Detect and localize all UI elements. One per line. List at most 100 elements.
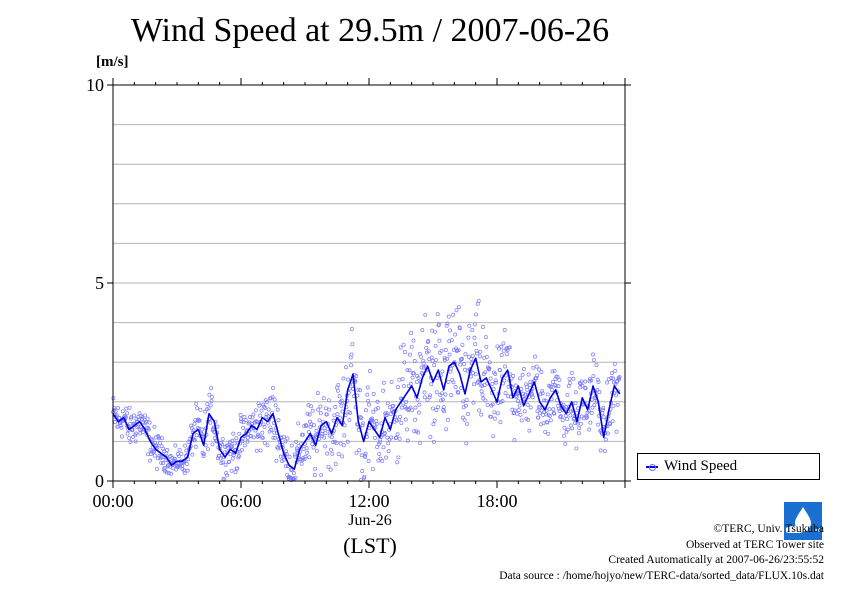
scatter-point [150, 438, 155, 443]
scatter-point [398, 414, 403, 419]
scatter-point [533, 354, 537, 359]
scatter-point [127, 405, 132, 410]
scatter-point [220, 442, 225, 447]
scatter-point [557, 409, 562, 414]
scatter-point [314, 448, 319, 453]
scatter-point [222, 450, 227, 455]
scatter-point [183, 443, 188, 448]
scatter-point [464, 397, 469, 402]
scatter-point [177, 447, 182, 452]
scatter-point [565, 392, 570, 397]
scatter-point [370, 416, 374, 421]
scatter-point [146, 427, 151, 432]
scatter-point [501, 348, 506, 353]
scatter-point [407, 368, 412, 373]
chart-title: Wind Speed at 29.5m / 2007-06-26 [130, 12, 610, 49]
scatter-point [338, 441, 343, 446]
scatter-point [493, 378, 498, 383]
scatter-point [167, 454, 172, 459]
scatter-point [272, 430, 277, 435]
scatter-point [326, 398, 331, 403]
scatter-point [362, 474, 367, 479]
scatter-point [371, 409, 376, 414]
scatter-point [493, 371, 498, 376]
scatter-point [488, 376, 493, 381]
scatter-point [534, 364, 539, 369]
x-axis-date-label: Jun-26 [348, 512, 392, 529]
scatter-point [396, 385, 400, 390]
scatter-point [245, 435, 250, 440]
scatter-point [571, 376, 576, 381]
scatter-point [239, 419, 244, 424]
scatter-point [502, 328, 507, 332]
scatter-point [189, 423, 194, 428]
scatter-point [480, 325, 485, 329]
scatter-point [518, 376, 522, 381]
scatter-point [340, 454, 345, 459]
scatter-point [601, 406, 606, 410]
scatter-point [256, 401, 261, 406]
scatter-point [561, 402, 566, 407]
scatter-point [376, 458, 381, 463]
scatter-point [395, 460, 400, 465]
scatter-point [201, 452, 206, 457]
scatter-point [323, 444, 328, 449]
scatter-point [359, 416, 364, 421]
scatter-point [231, 431, 236, 436]
scatter-point [365, 392, 370, 397]
scatter-point [157, 441, 162, 446]
scatter-point [445, 417, 450, 422]
scatter-point [262, 424, 267, 429]
scatter-point [374, 421, 379, 426]
y-tick-label: 0 [95, 471, 104, 491]
scatter-point [448, 328, 453, 333]
scatter-point [416, 410, 421, 415]
scatter-point [442, 355, 447, 360]
scatter-point [600, 411, 605, 416]
scatter-point [444, 323, 449, 328]
scatter-point [261, 402, 266, 407]
scatter-point [440, 369, 445, 374]
scatter-point [190, 452, 195, 457]
scatter-point [580, 383, 585, 388]
scatter-point [545, 392, 550, 397]
scatter-point [394, 418, 399, 423]
scatter-point [485, 402, 490, 407]
scatter-point [547, 413, 552, 418]
scatter-point [409, 331, 414, 335]
scatter-point [609, 376, 614, 380]
scatter-point [424, 345, 429, 350]
scatter-point [318, 404, 323, 409]
scatter-point [337, 394, 342, 399]
scatter-point [310, 442, 315, 447]
scatter-point [567, 376, 572, 381]
scatter-point [324, 412, 329, 417]
scatter-point [231, 453, 236, 457]
scatter-point [358, 415, 363, 420]
scatter-point [555, 374, 560, 379]
scatter-point [173, 443, 178, 448]
scatter-point [432, 418, 437, 423]
scatter-point [210, 394, 214, 399]
scatter-point [589, 378, 594, 383]
scatter-point [384, 455, 389, 460]
scatter-point [275, 407, 280, 412]
scatter-point [341, 376, 346, 381]
scatter-point [447, 352, 452, 357]
scatter-point [326, 464, 331, 469]
scatter-point [285, 436, 290, 441]
scatter-point [394, 435, 399, 440]
scatter-point [474, 312, 479, 317]
scatter-point [159, 444, 164, 449]
scatter-point [241, 425, 246, 430]
scatter-point [537, 411, 542, 416]
scatter-point [411, 338, 416, 343]
scatter-point [416, 375, 421, 380]
scatter-point [320, 429, 325, 433]
scatter-point [440, 391, 444, 396]
scatter-point [382, 431, 387, 435]
scatter-point [318, 411, 323, 416]
scatter-point [363, 451, 368, 456]
scatter-point [284, 449, 289, 454]
scatter-point [560, 418, 565, 422]
